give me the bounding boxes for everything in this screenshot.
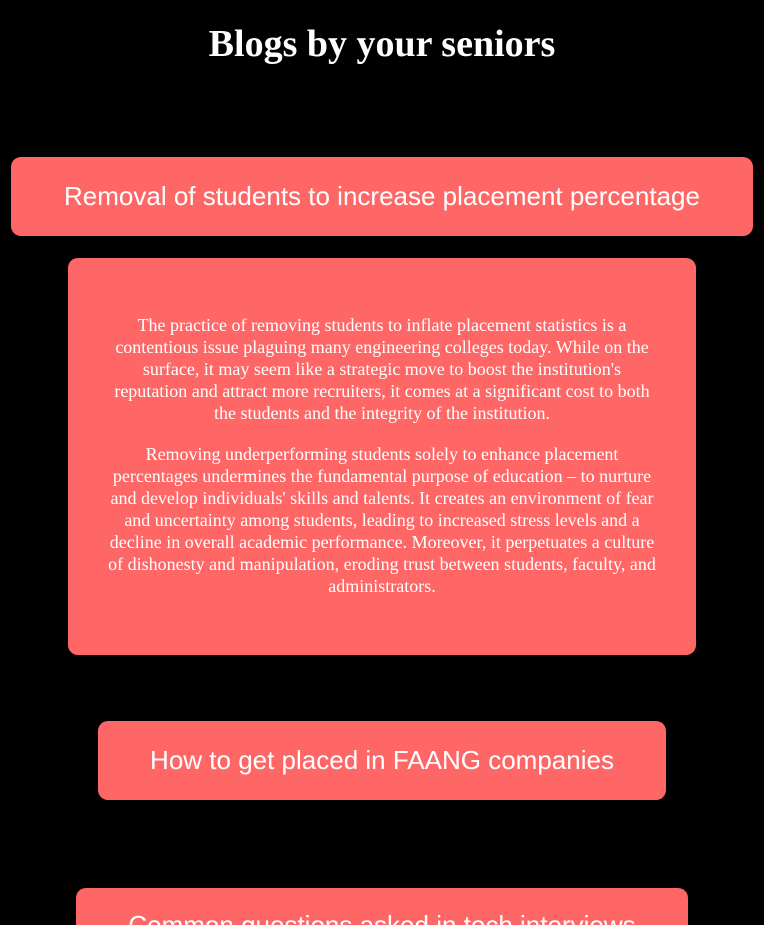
blog-content-panel: The practice of removing students to inf… xyxy=(68,258,696,655)
blog-card-title: How to get placed in FAANG companies xyxy=(150,745,614,775)
blog-card-placement-removal[interactable]: Removal of students to increase placemen… xyxy=(11,157,753,236)
page-title: Blogs by your seniors xyxy=(208,23,556,65)
blog-card-tech-interviews[interactable]: Common questions asked in tech interview… xyxy=(76,888,688,925)
blog-card-faang[interactable]: How to get placed in FAANG companies xyxy=(98,721,666,800)
blog-paragraph: The practice of removing students to inf… xyxy=(114,315,650,423)
blog-card-title: Common questions asked in tech interview… xyxy=(128,910,636,925)
blog-paragraph: Removing underperforming students solely… xyxy=(108,444,656,596)
blog-card-title: Removal of students to increase placemen… xyxy=(64,181,700,211)
